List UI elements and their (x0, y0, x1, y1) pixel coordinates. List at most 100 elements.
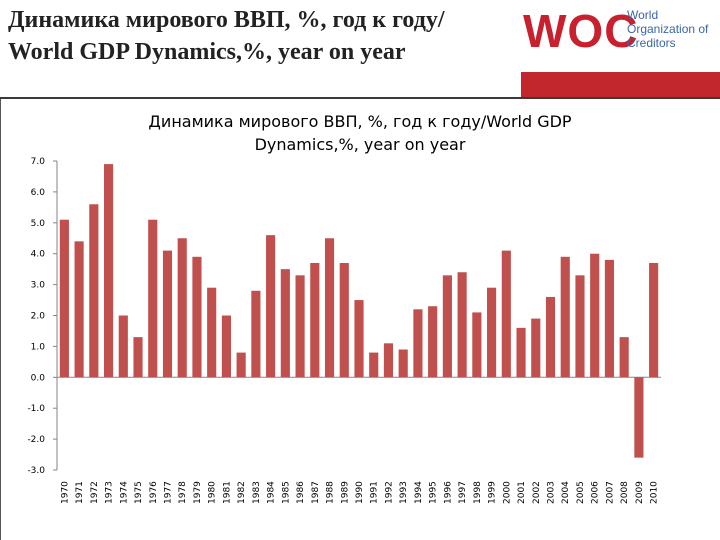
logo-line-1: World (627, 8, 659, 22)
bar-1990 (354, 300, 364, 378)
x-tick-label: 1976 (149, 481, 159, 504)
bar-1986 (295, 275, 305, 378)
title-divider (0, 97, 720, 99)
y-tick-label: 6.0 (31, 188, 46, 198)
bar-2003 (545, 296, 556, 378)
bar-1999 (487, 287, 497, 378)
bar-2000 (501, 250, 511, 378)
x-tick-label: 1983 (252, 481, 262, 504)
bar-2008 (619, 337, 629, 378)
logo-text: World Organization of Creditors (627, 8, 719, 50)
x-tick-label: 1993 (399, 481, 409, 504)
x-tick-label: 1987 (311, 481, 321, 504)
x-tick-label: 1973 (105, 481, 115, 504)
bar-1987 (310, 262, 320, 378)
bars (59, 164, 659, 458)
x-tick-label: 1996 (443, 481, 453, 504)
x-tick-label: 1988 (326, 481, 336, 504)
logo-line-3: Creditors (627, 36, 676, 50)
x-tick-label: 1986 (296, 481, 306, 504)
bar-1988 (324, 238, 335, 378)
bar-1971 (74, 241, 84, 378)
x-tick-label: 1995 (429, 481, 439, 504)
bar-1973 (103, 164, 114, 378)
x-tick-label: 1979 (193, 481, 203, 504)
x-tick-label: 1971 (75, 481, 85, 504)
x-tick-label: 2003 (547, 481, 557, 504)
bar-2005 (575, 275, 585, 378)
x-tick-label: 2009 (635, 481, 645, 504)
x-tick-label: 1994 (414, 481, 424, 504)
y-tick-label: 2.0 (31, 312, 46, 322)
chart-title-line1: Динамика мирового ВВП, %, год к году/Wor… (148, 112, 572, 131)
logo-box: WOC World Organization of Creditors (521, 0, 720, 72)
x-axis: 1970 1971 1972 1973 1974 1975 1976 1977 1978 1979… (60, 481, 659, 504)
slide-title-line1: Динамика мирового ВВП, %, год к году/ (8, 7, 445, 33)
x-tick-label: 2005 (576, 481, 586, 504)
y-tick-label: 1.0 (31, 342, 46, 352)
bar-1983 (251, 290, 261, 378)
x-tick-label: 1989 (340, 481, 350, 504)
bar-1998 (472, 312, 482, 378)
bar-2001 (516, 327, 526, 378)
bar-1994 (413, 309, 423, 378)
x-tick-label: 1975 (134, 481, 144, 504)
x-tick-label: 1999 (488, 481, 498, 504)
bar-1996 (442, 275, 452, 378)
x-tick-label: 1972 (90, 481, 100, 504)
y-tick-label: 5.0 (31, 219, 46, 229)
x-tick-label: 1990 (355, 481, 365, 504)
bar-2007 (604, 259, 615, 378)
x-tick-label: 1991 (370, 481, 380, 504)
logo-bar (521, 72, 720, 98)
bar-1993 (398, 349, 408, 378)
x-tick-label: 1980 (208, 481, 218, 504)
x-tick-label: 1984 (267, 481, 277, 504)
bar-1984 (266, 235, 276, 378)
x-tick-label: 1998 (473, 481, 483, 504)
y-tick-label: 0.0 (31, 373, 46, 383)
bar-2006 (590, 253, 600, 378)
bar-1977 (162, 250, 173, 378)
left-frame-line (0, 99, 1, 540)
bar-1989 (339, 262, 349, 378)
x-tick-label: 2010 (650, 481, 660, 504)
bar-1974 (118, 315, 128, 378)
slide-title-line2: World GDP Dynamics,%, year on year (8, 39, 406, 65)
x-tick-label: 1978 (178, 481, 188, 504)
gdp-bar-chart: Динамика мирового ВВП, %, год к году/Wor… (27, 112, 661, 504)
y-tick-label: -2.0 (27, 435, 45, 445)
x-tick-label: 1981 (222, 481, 232, 504)
y-tick-label: -1.0 (27, 404, 45, 414)
x-tick-label: 2008 (620, 481, 630, 504)
x-tick-label: 1992 (384, 481, 394, 504)
bar-1975 (133, 337, 143, 378)
bar-1997 (457, 272, 467, 378)
bar-1980 (207, 287, 217, 378)
bar-2010 (649, 262, 659, 378)
bar-1995 (428, 306, 438, 378)
bar-1985 (280, 269, 290, 378)
chart-title-line2: Dynamics,%, year on year (255, 135, 466, 154)
x-tick-label: 2004 (561, 481, 571, 504)
y-tick-label: 3.0 (31, 281, 46, 291)
woc-logo: WOC World Organization of Creditors (521, 0, 720, 98)
bar-1978 (177, 238, 187, 378)
bar-2009 (634, 377, 644, 458)
slide-title: Динамика мирового ВВП, %, год к году/ Wo… (8, 4, 445, 68)
x-tick-label: 2006 (591, 481, 601, 504)
x-tick-label: 1970 (60, 481, 70, 504)
y-tick-label: 7.0 (31, 157, 46, 167)
x-tick-label: 1997 (458, 481, 468, 504)
bar-1976 (148, 219, 158, 378)
bar-1979 (192, 256, 202, 378)
bar-1982 (236, 352, 246, 378)
x-tick-label: 1977 (163, 481, 173, 504)
x-tick-label: 2000 (502, 481, 512, 504)
x-tick-label: 1974 (119, 481, 129, 504)
bar-1981 (221, 315, 231, 378)
x-tick-label: 1985 (281, 481, 291, 504)
logo-mark: WOC (523, 5, 639, 57)
y-axis: -3.0 -2.0 -1.0 0.0 1.0 2.0 3.0 4.0 5.0 6.0 7.0 (27, 157, 661, 476)
x-tick-label: 2007 (605, 481, 615, 504)
